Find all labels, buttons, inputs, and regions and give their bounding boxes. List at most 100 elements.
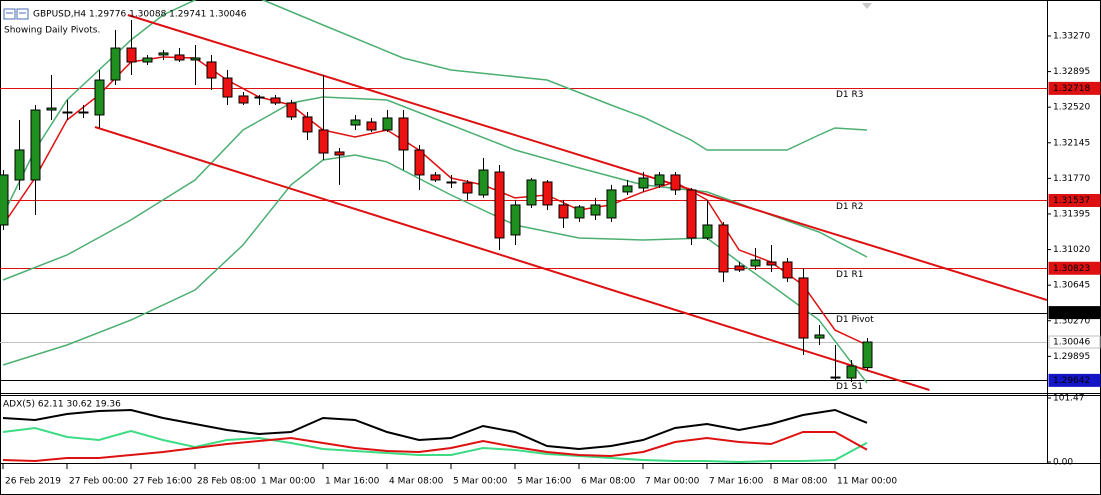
candle-body (606, 189, 617, 219)
x-tick-label: 4 Mar 08:00 (389, 477, 444, 487)
candle-body (382, 117, 393, 131)
candle-body (238, 95, 249, 104)
price-box (1048, 306, 1101, 320)
candle-body (782, 261, 793, 279)
candle-body (670, 174, 681, 191)
symbol-icon (3, 8, 29, 20)
x-tick-label: 26 Feb 2019 (5, 477, 61, 487)
level-label: D1 Pivot (836, 315, 874, 325)
y-tick-label: 1.30645 (1053, 281, 1090, 291)
candle-body (158, 52, 169, 56)
line (2, 431, 868, 463)
candle-body (750, 259, 761, 267)
price-box-label: 1.30823 (1053, 264, 1090, 274)
price-box (1048, 335, 1101, 349)
x-tick-label: 28 Feb 08:00 (197, 477, 256, 487)
level-label: D1 R2 (836, 202, 864, 212)
x-tick-label: 5 Mar 00:00 (453, 477, 508, 487)
x-tick-label: 27 Feb 16:00 (133, 477, 192, 487)
y-tick-label: 1.29895 (1053, 352, 1090, 362)
candle-body (334, 151, 345, 156)
y-tick-label: 1.33270 (1053, 31, 1090, 41)
candle-body (638, 177, 649, 189)
candle-body (126, 47, 137, 63)
price-box (1048, 81, 1101, 95)
candle-body (0, 174, 9, 226)
candle-body (206, 61, 217, 79)
candle-body (718, 224, 729, 273)
candle-body (654, 174, 665, 186)
chart-subtitle: Showing Daily Pivots. (4, 26, 100, 36)
indicator-title: ADX(5) 62.11 30.62 19.36 (3, 400, 121, 410)
y-tick-label: 1.32145 (1053, 138, 1090, 148)
candle-body (702, 224, 713, 239)
x-tick-label: 5 Mar 16:00 (517, 477, 572, 487)
y-tick-label: 101.47 (1053, 394, 1085, 404)
candle-body (510, 204, 521, 236)
candle-body (622, 185, 633, 193)
candle-body (350, 119, 361, 126)
level-label: D1 S1 (836, 382, 863, 392)
x-tick-label: 1 Mar 00:00 (261, 477, 316, 487)
y-tick-label: 1.31020 (1053, 245, 1090, 255)
y-tick-label: 1.31395 (1053, 209, 1090, 219)
chart-title: GBPUSD,H4 1.29776 1.30088 1.29741 1.3004… (33, 10, 247, 20)
candle-body (30, 109, 41, 181)
y-tick-label: 0.00 (1053, 458, 1073, 468)
price-box-label: 1.30356 (1053, 308, 1090, 318)
line (94, 126, 930, 391)
candle-body (430, 174, 441, 181)
x-tick-label: 8 Mar 08:00 (773, 477, 828, 487)
candle-body (686, 189, 697, 239)
candle-body (190, 57, 201, 61)
candle-body (478, 169, 489, 196)
y-tick-label: 1.30270 (1053, 316, 1090, 326)
candle-body (302, 116, 313, 133)
candle-body (414, 149, 425, 176)
price-box-label: 1.29642 (1053, 376, 1090, 386)
shift-marker (862, 3, 872, 9)
y-tick-label: 1.32520 (1053, 103, 1090, 113)
x-tick-label: 7 Mar 16:00 (709, 477, 764, 487)
candle-body (366, 121, 377, 131)
candle-body (78, 111, 89, 114)
price-box-label: 1.30046 (1053, 338, 1090, 348)
candle-body (46, 107, 57, 111)
candle-body (62, 111, 73, 114)
candle-body (766, 261, 777, 266)
candle-body (398, 117, 409, 151)
candle-body (862, 341, 873, 369)
line (127, 14, 1047, 301)
candle-body (286, 102, 297, 118)
candle-body (222, 77, 233, 98)
price-box-label: 1.32718 (1053, 84, 1090, 94)
line (2, 408, 868, 451)
candle-body (110, 47, 121, 81)
x-tick-label: 6 Mar 08:00 (581, 477, 636, 487)
candle-body (270, 97, 281, 104)
candle-body (318, 129, 329, 154)
level-label: D1 R1 (836, 270, 864, 280)
line (2, 0, 868, 216)
candle-body (846, 365, 857, 379)
candle-body (494, 171, 505, 239)
candle-body (142, 57, 153, 63)
x-tick-label: 1 Mar 16:00 (325, 477, 380, 487)
candle-body (14, 149, 25, 181)
candle-body (94, 79, 105, 116)
price-box-label: 1.31537 (1053, 196, 1090, 206)
candle-body (830, 376, 841, 379)
x-tick-label: 7 Mar 00:00 (645, 477, 700, 487)
candle-body (814, 334, 825, 339)
candle-body (734, 265, 745, 271)
candle-body (254, 96, 265, 99)
candle-body (526, 179, 537, 206)
candle-body (798, 277, 809, 339)
level-label: D1 R3 (836, 90, 864, 100)
price-box (1048, 193, 1101, 207)
y-tick-label: 1.32895 (1053, 67, 1090, 77)
candle-body (462, 182, 473, 194)
candle-body (174, 54, 185, 61)
